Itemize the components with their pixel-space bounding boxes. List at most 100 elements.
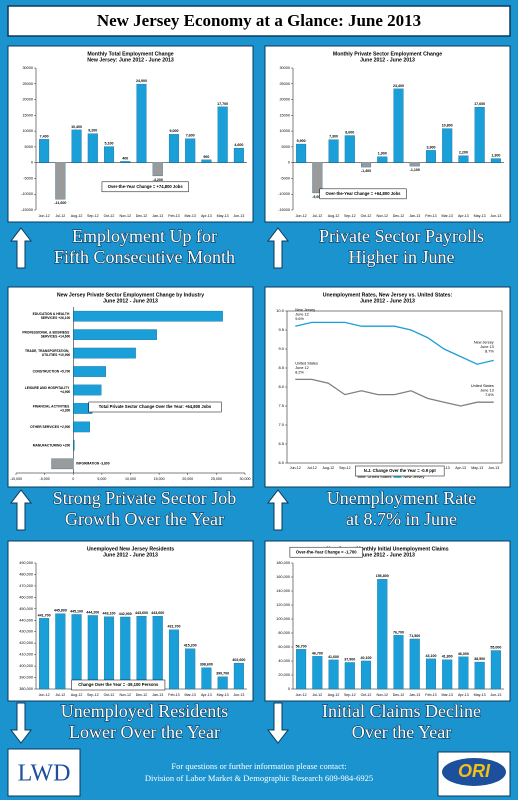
value-label: 402,600 (232, 658, 245, 662)
chart-box (264, 286, 511, 488)
bar (73, 347, 136, 359)
bar (152, 162, 163, 177)
x-tick-label: Mar-13 (184, 693, 195, 697)
x-tick-label: 10,000 (125, 477, 136, 481)
x-tick-label: Sep-12 (344, 693, 356, 697)
line (295, 321, 494, 365)
x-tick-label: May-13 (217, 214, 229, 218)
x-tick-label: 25,000 (211, 477, 222, 481)
value-label: 7,300 (329, 135, 338, 139)
y-tick-label: 9.0 (278, 346, 284, 351)
x-tick-label: Jan-13 (152, 693, 163, 697)
x-tick-label: Jun-12 (290, 466, 301, 470)
bar (104, 146, 115, 163)
caption: Over the Year (352, 722, 451, 742)
note: Over-the-Year Change = +74,800 Jobs (108, 184, 184, 189)
value-label: 43,100 (425, 654, 436, 658)
bar (458, 155, 469, 163)
bar (328, 139, 339, 163)
value-label: 23,400 (393, 84, 404, 88)
bar (328, 659, 339, 690)
bar (73, 440, 75, 451)
x-tick-label: Apr-13 (201, 214, 212, 218)
x-tick-label: Feb-13 (168, 693, 179, 697)
legend-label: United States (368, 474, 392, 479)
value-label: 441,700 (38, 613, 51, 617)
bar (490, 158, 501, 163)
y-tick-label: 8.5 (278, 365, 284, 370)
y-tick-label: 470,000 (19, 584, 33, 588)
bar (71, 614, 82, 690)
y-tick-label: 6.5 (278, 441, 284, 446)
y-tick-label: 120,000 (276, 603, 290, 607)
note: Change Over the Year = -39,100 Persons (78, 682, 159, 687)
bar (73, 384, 102, 396)
y-tick-label: 10000 (279, 129, 290, 133)
x-tick-label: Apr-13 (458, 693, 469, 697)
caption: at 8.7% in June (346, 509, 457, 529)
bar (344, 662, 355, 690)
value-label: -9,600 (312, 195, 322, 199)
value-label: 5,100 (105, 142, 114, 146)
value-label: -4,200 (153, 178, 163, 182)
caption: Lower Over the Year (69, 722, 220, 742)
value-label: -1,400 (361, 169, 371, 173)
category-label: INFORMATION -3,800 (76, 462, 109, 466)
logo-shape (442, 758, 506, 786)
legend-label: New Jersey (404, 474, 425, 479)
bar (73, 329, 157, 340)
bar (168, 629, 179, 690)
bar (312, 656, 323, 690)
x-tick-label: Nov-12 (119, 214, 131, 218)
x-tick-label: Sep-12 (87, 693, 99, 697)
value-label: 41,800 (442, 655, 453, 659)
value-label: 5,900 (297, 139, 306, 143)
y-tick-label: -10000 (278, 192, 290, 196)
x-tick-label: Mar-13 (441, 214, 452, 218)
value-label: 46,700 (312, 651, 323, 655)
value-label: 55,000 (490, 645, 501, 649)
chart-title: New Jersey Private Sector Employment Cha… (57, 292, 204, 298)
bar (39, 139, 50, 163)
title-box (7, 5, 511, 37)
value-label: 1,300 (491, 154, 500, 158)
x-tick-label: Nov-12 (376, 214, 388, 218)
value-label: 56,700 (296, 644, 307, 648)
bar (120, 161, 131, 163)
value-label: 1,900 (378, 152, 387, 156)
note: Total Private Sector Change Over the Yea… (99, 404, 212, 409)
bar (442, 128, 453, 163)
x-tick-label: Oct-12 (361, 214, 372, 218)
bar (393, 635, 404, 690)
x-tick-label: Jul-12 (312, 214, 322, 218)
x-tick-label: Jan-13 (152, 214, 163, 218)
caption: Private Sector Payrolls (319, 226, 484, 246)
arrow (266, 227, 290, 269)
y-tick-label: 20000 (22, 98, 33, 102)
y-tick-label: 6.0 (278, 460, 284, 465)
bar (296, 143, 307, 163)
y-tick-label: -5000 (280, 176, 290, 180)
bar (73, 421, 91, 433)
note: Over-the-Year Change = +64,800 Jobs (326, 191, 402, 196)
bar (296, 649, 307, 690)
note: N.J. Change Over the Year = -0.9 ppt (364, 468, 437, 473)
chart-box (7, 45, 254, 223)
x-tick-label: Sep-12 (344, 214, 356, 218)
y-tick-label: 15000 (279, 113, 290, 117)
bar (73, 310, 223, 322)
annotation: 9.6% (295, 317, 304, 321)
bar (185, 138, 196, 163)
annotation: United States (295, 361, 318, 365)
bar (361, 162, 372, 168)
y-tick-label: 410,000 (19, 653, 33, 657)
note-box (101, 181, 189, 193)
bar (233, 148, 244, 163)
bar (409, 638, 420, 690)
x-tick-label: Jul-12 (55, 214, 65, 218)
y-tick-label: 25000 (279, 82, 290, 86)
bar (104, 616, 115, 690)
y-tick-label: 7.0 (278, 422, 284, 427)
bar (120, 616, 131, 690)
y-tick-label: -15000 (278, 208, 290, 212)
